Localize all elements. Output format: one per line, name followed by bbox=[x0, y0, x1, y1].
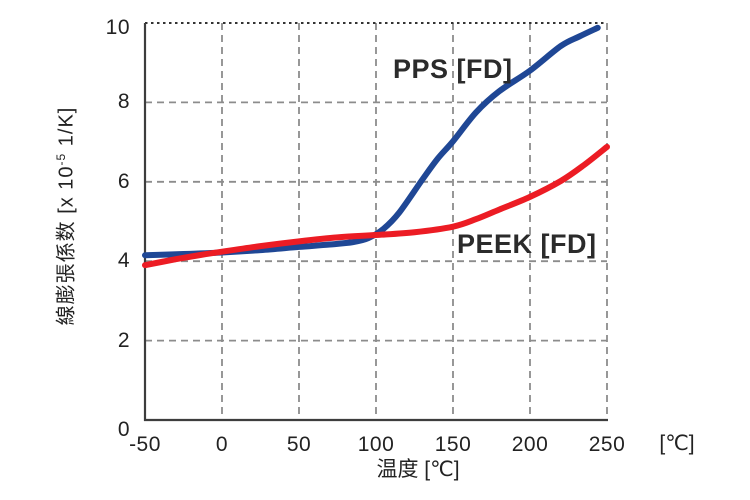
x-tick-label: 200 bbox=[511, 433, 549, 456]
x-tick-label: 0 bbox=[215, 433, 229, 456]
y-axis-title-superscript: -5 bbox=[53, 152, 68, 166]
x-tick-label: 100 bbox=[357, 433, 395, 456]
y-tick-label: 0 bbox=[117, 418, 130, 441]
x-tick-label: 250 bbox=[588, 433, 626, 456]
x-tick-label: 50 bbox=[286, 433, 312, 456]
x-tick-label: 150 bbox=[434, 433, 472, 456]
y-axis-title: 線膨張係数 [x 10-5 1/K] bbox=[50, 107, 79, 326]
y-tick-label: 8 bbox=[117, 90, 130, 114]
y-tick-label: 10 bbox=[105, 16, 130, 39]
x-axis-title: 温度 [℃] bbox=[376, 458, 460, 481]
series-path-peek bbox=[142, 143, 610, 269]
x-tick-label: -50 bbox=[129, 433, 161, 456]
series-label-peek: PEEK [FD] bbox=[457, 229, 597, 259]
y-tick-label: 4 bbox=[117, 249, 130, 273]
y-axis-title-pre: 線膨張係数 [x 10 bbox=[55, 165, 78, 326]
y-axis-title-post: 1/K] bbox=[55, 106, 78, 153]
y-tick-label: 6 bbox=[117, 169, 130, 193]
y-tick-label: 2 bbox=[117, 328, 130, 352]
x-axis-unit-label: [℃] bbox=[659, 432, 695, 455]
series-label-pps: PPS [FD] bbox=[393, 54, 513, 84]
series-path-pps bbox=[142, 24, 601, 259]
